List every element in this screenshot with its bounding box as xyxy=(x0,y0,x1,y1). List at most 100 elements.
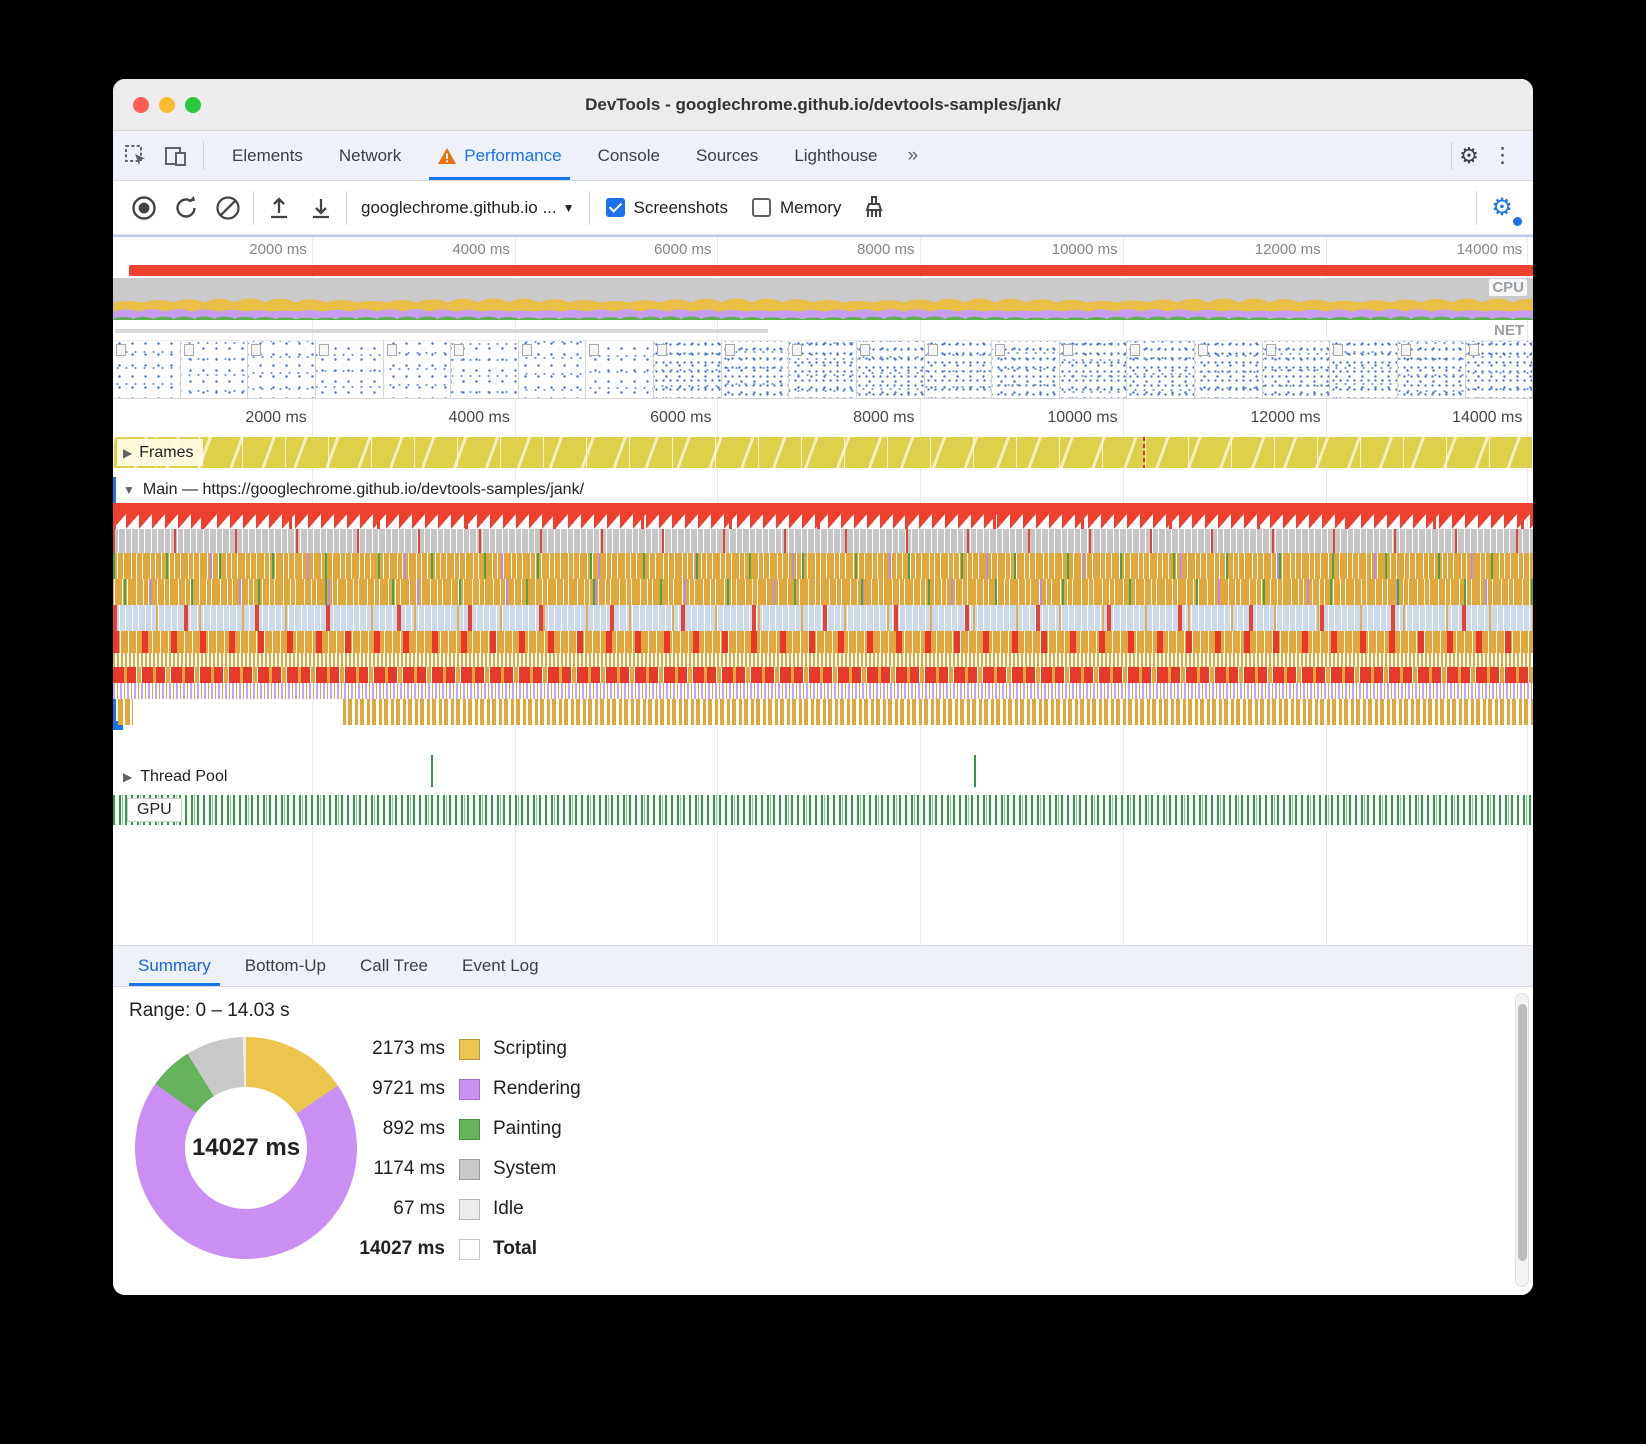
tab-event-log[interactable]: Event Log xyxy=(462,956,539,975)
screenshot-thumbnail[interactable] xyxy=(721,341,790,398)
flame-row-tasks-teeth[interactable] xyxy=(113,514,1533,529)
inspect-element-icon[interactable] xyxy=(123,143,149,169)
legend-row-painting: 892 ms Painting xyxy=(382,1118,562,1140)
tab-elements[interactable]: Elements xyxy=(232,145,303,165)
screenshot-thumbnail[interactable] xyxy=(789,341,857,398)
window-title: DevTools - googlechrome.github.io/devtoo… xyxy=(585,94,1061,114)
screenshot-thumbnail[interactable] xyxy=(924,341,993,398)
screenshot-thumbnail[interactable] xyxy=(1465,341,1533,398)
gpu-track[interactable] xyxy=(113,795,1533,825)
tab-console[interactable]: Console xyxy=(597,145,660,165)
legend-row-rendering: 9721 ms Rendering xyxy=(372,1078,581,1100)
screenshot-thumbnail[interactable] xyxy=(451,341,519,398)
net-activity-line xyxy=(115,329,769,333)
timeline-panel[interactable]: 2000 ms 4000 ms 6000 ms 8000 ms 10000 ms… xyxy=(113,399,1533,945)
screenshot-thumbnail[interactable] xyxy=(1195,341,1263,398)
dropped-frame-marker xyxy=(1142,437,1145,468)
overview-ruler: 2000 ms 4000 ms 6000 ms 8000 ms 10000 ms… xyxy=(249,241,1523,258)
screenshot-thumbnail[interactable] xyxy=(1059,341,1128,398)
expand-arrow-icon: ▶ xyxy=(123,770,133,784)
flame-row-layout-mix[interactable] xyxy=(113,631,1533,653)
screenshot-thumbnail[interactable] xyxy=(856,341,925,398)
settings-gear-icon[interactable]: ⚙ xyxy=(1459,142,1479,168)
divider xyxy=(203,141,204,170)
track-selection-handle[interactable] xyxy=(113,721,123,730)
screenshot-thumbnail[interactable] xyxy=(586,341,654,398)
load-profile-icon[interactable] xyxy=(262,191,296,225)
long-tasks-bar xyxy=(129,265,1533,276)
timeline-overview[interactable]: 2000 ms 4000 ms 6000 ms 8000 ms 10000 ms… xyxy=(113,235,1533,399)
screenshot-thumbnail[interactable] xyxy=(1127,341,1195,398)
thread-pool-track-header[interactable]: ▶ Thread Pool xyxy=(123,768,228,785)
flame-row-tasks-red[interactable] xyxy=(113,503,1533,514)
screenshot-thumbnail[interactable] xyxy=(180,341,249,398)
flame-row-recalc-style[interactable] xyxy=(113,605,1533,631)
history-dropdown[interactable]: googlechrome.github.io ... ▼ xyxy=(361,197,575,217)
performance-toolbar: googlechrome.github.io ... ▼ Screenshots… xyxy=(113,181,1533,235)
main-flame-chart[interactable] xyxy=(113,503,1533,725)
summary-pane: Range: 0 – 14.03 s 14027 ms 2173 ms Scri… xyxy=(113,987,1533,1295)
tab-summary[interactable]: Summary xyxy=(121,946,228,986)
main-track-header[interactable]: ▼ Main — https://googlechrome.github.io/… xyxy=(123,481,585,498)
frames-track-header[interactable]: ▶ Frames xyxy=(117,439,204,466)
tab-sources[interactable]: Sources xyxy=(695,145,759,165)
flame-row-layout-red[interactable] xyxy=(113,667,1533,683)
tab-performance[interactable]: Performance xyxy=(419,131,579,180)
close-window-button[interactable] xyxy=(133,97,149,113)
legend-row-system: 1174 ms System xyxy=(373,1158,557,1180)
screenshot-thumbnail[interactable] xyxy=(1330,341,1398,398)
collect-garbage-icon[interactable] xyxy=(857,191,891,225)
chevron-down-icon: ▼ xyxy=(562,200,575,215)
flame-row-scripting-2[interactable] xyxy=(113,579,1533,605)
tab-call-tree[interactable]: Call Tree xyxy=(359,956,429,975)
device-toolbar-icon[interactable] xyxy=(163,143,189,169)
cpu-label: CPU xyxy=(1489,279,1527,296)
collapse-arrow-icon: ▼ xyxy=(123,483,135,497)
summary-scrollbar[interactable] xyxy=(1515,993,1529,1287)
screenshot-thumbnail[interactable] xyxy=(518,341,587,398)
flame-row-paint-fringe[interactable] xyxy=(113,683,1533,699)
flame-row-timers[interactable] xyxy=(113,699,1533,725)
tab-network[interactable]: Network xyxy=(338,145,402,165)
screenshot-thumbnail[interactable] xyxy=(1262,341,1331,398)
screenshot-thumbnail[interactable] xyxy=(992,341,1060,398)
net-label: NET xyxy=(1491,322,1527,339)
window-controls xyxy=(133,97,201,113)
screenshot-thumbnail[interactable] xyxy=(383,341,452,398)
tab-bottom-up[interactable]: Bottom-Up xyxy=(244,956,326,975)
flame-row-scripting-1[interactable] xyxy=(113,553,1533,579)
screenshot-thumbnail[interactable] xyxy=(248,341,316,398)
memory-checkbox[interactable]: Memory xyxy=(752,198,841,218)
screenshot-thumbnail[interactable] xyxy=(113,341,181,398)
screenshot-thumbnail[interactable] xyxy=(1397,341,1466,398)
tab-lighthouse[interactable]: Lighthouse xyxy=(794,145,878,165)
minimize-window-button[interactable] xyxy=(159,97,175,113)
checkbox-unchecked-icon xyxy=(752,198,772,217)
capture-settings-gear-icon[interactable]: ⚙ xyxy=(1485,191,1522,226)
divider xyxy=(1476,190,1477,225)
devtools-window: DevTools - googlechrome.github.io/devtoo… xyxy=(113,79,1533,1295)
screenshot-thumbnail[interactable] xyxy=(654,341,722,398)
flame-row-task-gray[interactable] xyxy=(113,529,1533,553)
idle-swatch xyxy=(459,1198,480,1220)
frames-track[interactable] xyxy=(113,437,1533,468)
screenshot-thumbnail[interactable] xyxy=(315,341,384,398)
gpu-track-header[interactable]: GPU xyxy=(127,798,182,822)
thread-pool-task-marker[interactable] xyxy=(973,755,976,787)
thread-pool-task-marker[interactable] xyxy=(431,755,434,787)
flame-row-layout-fringe[interactable] xyxy=(113,653,1533,667)
legend-row-idle: 67 ms Idle xyxy=(393,1198,524,1220)
more-tabs-button[interactable]: » xyxy=(907,144,919,166)
net-overview-row: NET xyxy=(113,320,1533,341)
screenshots-checkbox[interactable]: Screenshots xyxy=(605,198,728,218)
cpu-overview-chart: CPU xyxy=(113,278,1533,320)
rendering-swatch xyxy=(459,1078,480,1100)
reload-record-button[interactable] xyxy=(169,191,203,225)
scrollbar-thumb[interactable] xyxy=(1517,1004,1527,1261)
kebab-menu-icon[interactable]: ⋮ xyxy=(1492,144,1513,167)
painting-swatch xyxy=(459,1118,480,1140)
record-button[interactable] xyxy=(127,191,161,225)
zoom-window-button[interactable] xyxy=(185,97,201,113)
clear-button[interactable] xyxy=(211,191,245,225)
save-profile-icon[interactable] xyxy=(304,191,338,225)
